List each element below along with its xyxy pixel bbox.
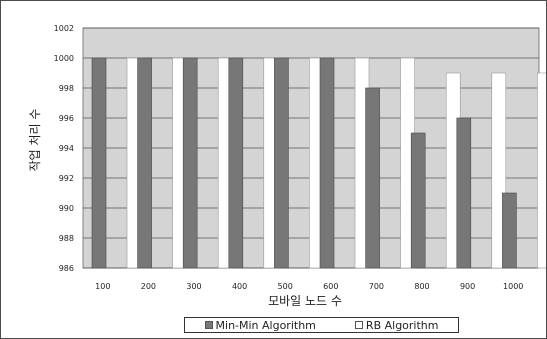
legend: Min-Min Algorithm RB Algorithm	[184, 317, 459, 333]
x-axis-title: 모바일 노드 수	[268, 294, 342, 308]
y-tick-label: 996	[59, 114, 74, 123]
y-tick-label: 1000	[54, 54, 74, 63]
bar-min-min	[137, 57, 152, 269]
bar-rb	[537, 72, 546, 269]
legend-item-min-min: Min-Min Algorithm	[204, 318, 316, 332]
y-tick-label: 994	[59, 144, 74, 153]
x-tick-label: 800	[414, 282, 429, 291]
bar-min-min	[274, 57, 289, 269]
x-tick-label: 500	[278, 282, 293, 291]
bar-min-min	[182, 57, 198, 269]
x-tick-label: 300	[186, 282, 201, 291]
legend-label-rb: RB Algorithm	[365, 318, 439, 332]
y-tick-label: 1002	[54, 24, 74, 33]
bar-min-min	[410, 132, 426, 269]
bar-min-min	[456, 117, 472, 269]
bar-min-min	[502, 192, 517, 269]
y-tick-label: 998	[59, 84, 74, 93]
y-tick-label: 986	[59, 264, 74, 273]
x-tick-label: 100	[95, 282, 110, 291]
legend-swatch-rb	[354, 321, 363, 329]
y-tick-label: 988	[59, 234, 74, 243]
bar-min-min	[365, 87, 380, 269]
x-tick-label: 400	[232, 282, 247, 291]
legend-label-min-min: Min-Min Algorithm	[215, 318, 316, 332]
bars	[91, 57, 546, 269]
x-tick-label: 200	[141, 282, 156, 291]
x-axis-ticks: 100 200 300 400 500 600 700 800 900 1000	[95, 282, 523, 291]
y-axis-ticks: 1002 1000 998 996 994 992 990 988 986	[54, 24, 74, 273]
x-tick-label: 700	[369, 282, 384, 291]
x-tick-label: 900	[460, 282, 475, 291]
bar-min-min	[228, 57, 244, 269]
x-tick-label: 1000	[503, 282, 523, 291]
bar-min-min	[319, 57, 335, 269]
bar-min-min	[91, 57, 107, 269]
x-tick-label: 600	[323, 282, 338, 291]
y-tick-label: 992	[59, 174, 74, 183]
legend-swatch-min-min	[204, 321, 213, 329]
legend-item-rb: RB Algorithm	[354, 318, 439, 332]
y-tick-label: 990	[59, 204, 74, 213]
y-axis-title: 작업 처리 수	[28, 109, 42, 172]
